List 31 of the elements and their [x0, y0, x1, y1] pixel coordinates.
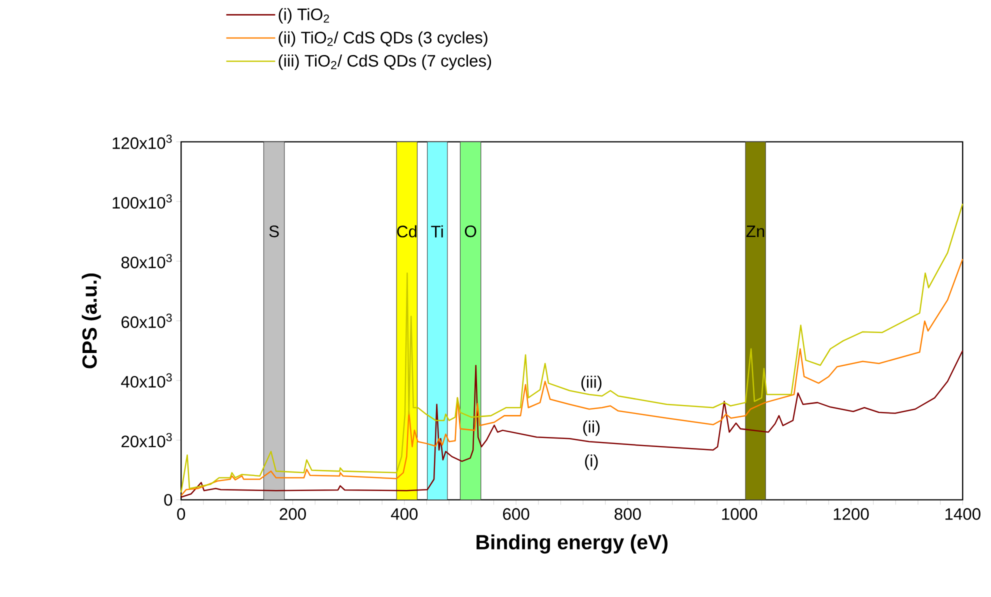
line-series	[180, 203, 964, 494]
x-tick-label: 200	[280, 508, 306, 520]
y-tick-label: 40x10$^{3}$	[121, 373, 172, 388]
annotation: (iii)	[581, 376, 602, 392]
x-tick-label: 600	[503, 508, 530, 520]
annotation: (i)	[585, 454, 598, 470]
annotation: (ii)	[583, 420, 600, 436]
band-label: Ti	[431, 225, 443, 238]
y-tick-label: 120x10$^{3}$	[112, 134, 172, 150]
y-tick-label: 0	[164, 494, 172, 506]
band-label: S	[269, 226, 279, 238]
band-label: O	[464, 226, 476, 238]
y-tick-label: 80x10$^{3}$	[121, 254, 172, 269]
band-label: Zn	[746, 226, 764, 238]
x-tick-label: 0	[177, 508, 186, 520]
x-tick-label: 1000	[722, 508, 758, 520]
x-tick-label: 800	[614, 508, 641, 520]
legend-label: (i) TiO$_{2}$	[278, 8, 330, 24]
x-tick-label: 1200	[834, 508, 869, 520]
y-tick-label: 20x10$^{3}$	[122, 433, 172, 448]
band-label: Cd	[397, 225, 416, 238]
y-tick-label: 100x10$^{3}$	[112, 194, 172, 209]
x-axis-title: Binding energy (eV)	[476, 534, 668, 554]
x-tick-label: 1400	[945, 508, 980, 520]
y-axis-title: CPS (a.u.)	[82, 274, 101, 368]
line-series	[180, 350, 964, 498]
legend-label: (ii) TiO$_{2}$/ CdS QDs (3 cycles)	[278, 31, 488, 47]
line-series	[180, 258, 964, 496]
legend-label: (iii) TiO$_{2}$/ CdS QDs (7 cycles)	[278, 54, 492, 70]
y-tick-label: 60x10$^{3}$	[122, 314, 172, 328]
x-tick-label: 400	[390, 508, 418, 520]
